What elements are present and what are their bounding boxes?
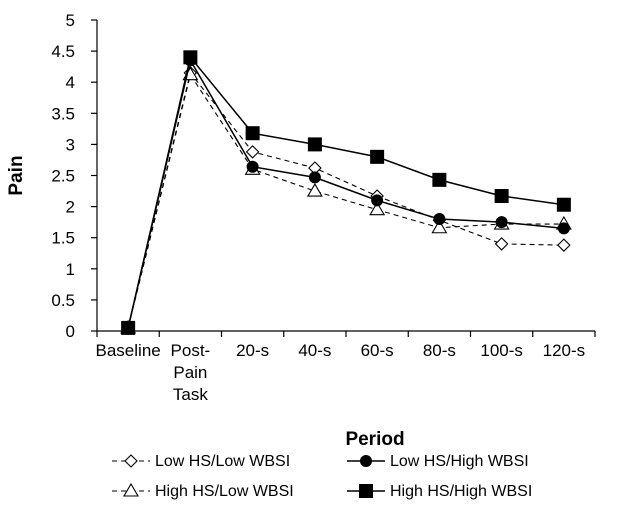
y-tick-label: 2.5 <box>51 167 75 186</box>
x-tick-label: Task <box>173 385 208 404</box>
data-point <box>496 238 508 250</box>
legend-marker <box>125 455 137 467</box>
y-tick-label: 1 <box>66 260 75 279</box>
series-layer <box>121 50 571 335</box>
legend-marker <box>124 484 138 496</box>
x-axis-ticks: Baseline Post- Pain Task 20-s 40-s 60-s 80-s 100… <box>96 331 595 404</box>
legend-label: Low HS/High WBSI <box>390 453 529 470</box>
y-tick-label: 0 <box>66 322 75 341</box>
data-point <box>495 189 509 203</box>
legend-item: High HS/Low WBSI <box>112 483 294 500</box>
x-tick-label: Post- <box>171 341 211 360</box>
legend-marker <box>359 484 373 498</box>
data-point <box>558 239 570 251</box>
y-axis-title: Pain <box>6 155 27 195</box>
legend-marker <box>360 455 372 467</box>
x-axis-title: Period <box>345 429 404 450</box>
legend-label: High HS/High WBSI <box>390 483 532 500</box>
data-point <box>308 184 322 196</box>
data-point <box>432 173 446 187</box>
y-tick-label: 0.5 <box>51 291 75 310</box>
data-point <box>183 50 197 64</box>
x-tick-label: 100-s <box>480 341 523 360</box>
x-tick-label: 120-s <box>543 341 586 360</box>
y-axis-ticks: 0 0.5 1 1.5 2 2.5 3 3.5 4 4.5 5 <box>51 11 97 341</box>
x-tick-label: Pain <box>173 363 207 382</box>
x-tick-label: Baseline <box>96 341 161 360</box>
y-tick-label: 4 <box>66 73 75 92</box>
data-point <box>370 150 384 164</box>
x-tick-label: 40-s <box>298 341 331 360</box>
axes <box>97 20 595 331</box>
y-tick-label: 1.5 <box>51 229 75 248</box>
x-tick-label: 20-s <box>236 341 269 360</box>
y-tick-label: 4.5 <box>51 42 75 61</box>
legend-label: Low HS/Low WBSI <box>155 453 290 470</box>
series-3 <box>121 50 571 335</box>
data-point <box>557 198 571 212</box>
data-point <box>246 126 260 140</box>
data-point <box>247 146 259 158</box>
data-point <box>309 171 321 183</box>
data-point <box>308 137 322 151</box>
legend-item: High HS/High WBSI <box>347 483 532 500</box>
data-point <box>496 216 508 228</box>
legend-item: Low HS/Low WBSI <box>112 453 290 470</box>
legend-label: High HS/Low WBSI <box>155 483 294 500</box>
data-point <box>433 213 445 225</box>
data-point <box>558 222 570 234</box>
data-point <box>371 194 383 206</box>
y-tick-label: 3 <box>66 135 75 154</box>
legend-item: Low HS/High WBSI <box>347 453 529 470</box>
y-tick-label: 5 <box>66 11 75 30</box>
legend: Low HS/Low WBSI Low HS/High WBSI High HS/L… <box>112 453 532 500</box>
y-tick-label: 3.5 <box>51 104 75 123</box>
x-tick-label: 60-s <box>361 341 394 360</box>
data-point <box>247 161 259 173</box>
y-tick-label: 2 <box>66 198 75 217</box>
x-tick-label: 80-s <box>423 341 456 360</box>
data-point <box>121 321 135 335</box>
